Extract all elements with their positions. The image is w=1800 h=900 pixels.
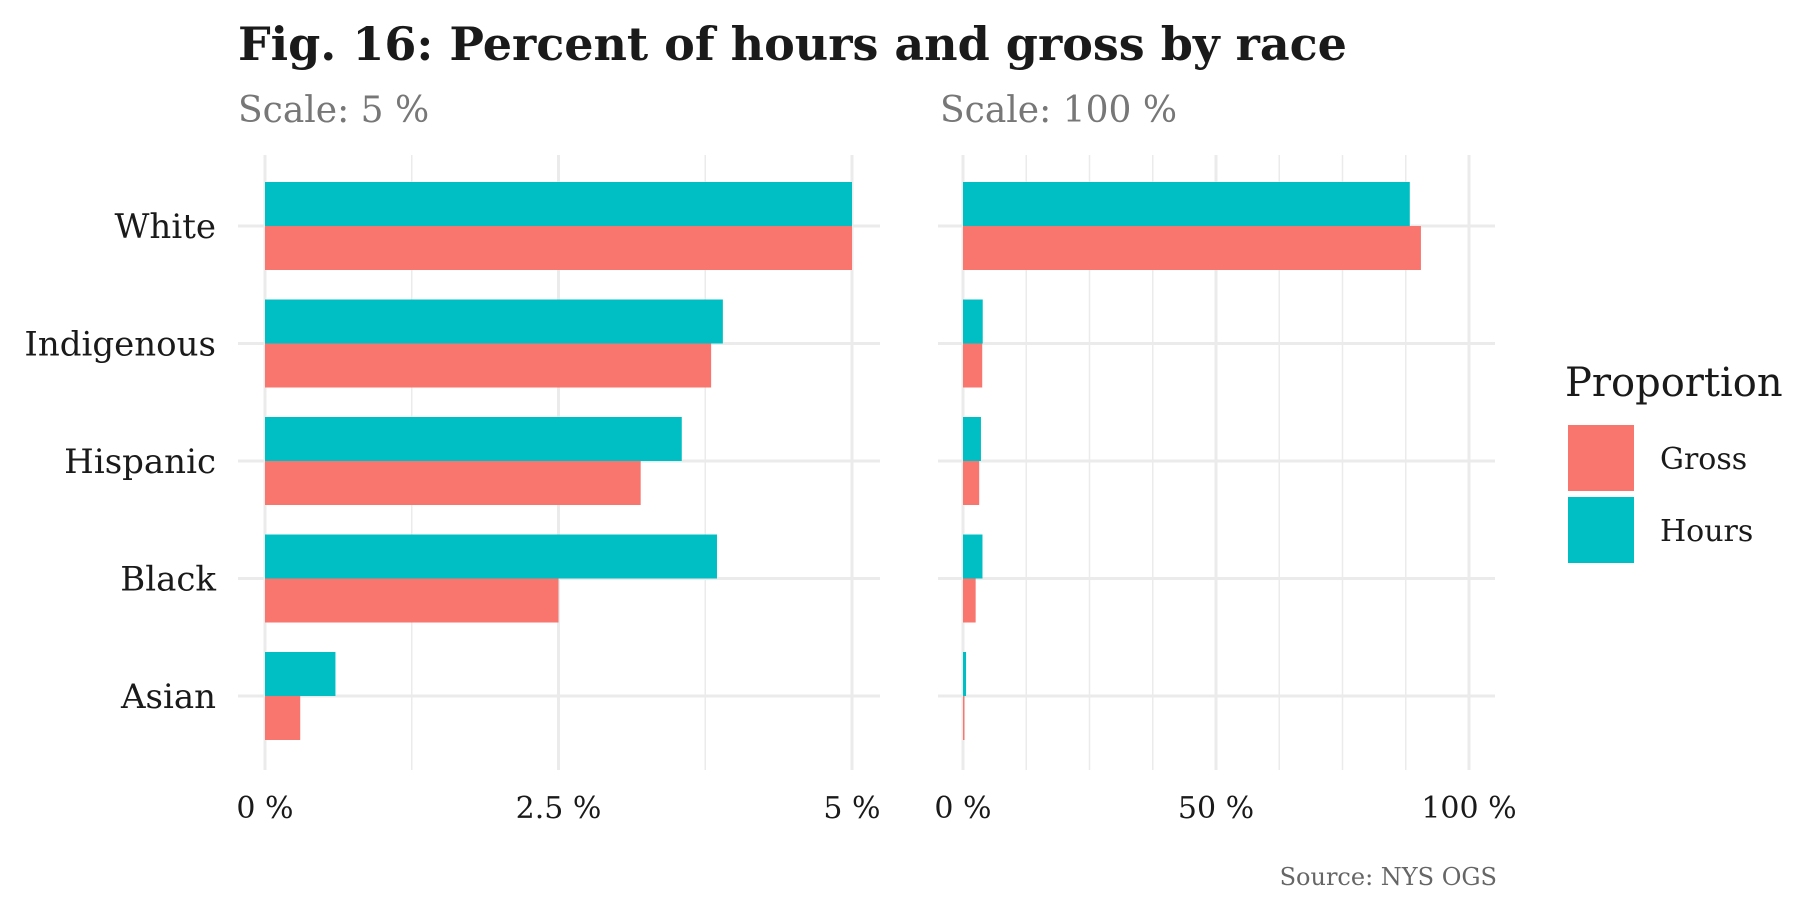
- x-tick-label-1: 50 %: [1178, 791, 1254, 826]
- bar-hours-black: [963, 534, 983, 579]
- panel-right-x-axis: 0 % 50 % 100 %: [934, 791, 1516, 826]
- bar-hours-hispanic: [265, 417, 682, 461]
- legend-label-hours: Hours: [1660, 514, 1753, 549]
- panel-right-bars: [963, 182, 1421, 740]
- legend-label-gross: Gross: [1660, 442, 1747, 477]
- bar-gross-white: [963, 226, 1421, 270]
- bar-gross-indigenous: [265, 343, 712, 388]
- bar-hours-indigenous: [963, 299, 983, 344]
- category-label-asian: Asian: [120, 677, 216, 717]
- category-label-hispanic: Hispanic: [64, 442, 216, 482]
- category-label-indigenous: Indigenous: [24, 325, 216, 365]
- bar-hours-hispanic: [963, 417, 981, 461]
- bar-gross-black: [265, 578, 559, 623]
- chart-title: Fig. 16: Percent of hours and gross by r…: [238, 17, 1347, 71]
- bar-hours-asian: [963, 652, 967, 696]
- bar-gross-indigenous: [963, 343, 983, 388]
- bar-hours-black: [265, 534, 717, 579]
- x-tick-label-2: 100 %: [1421, 791, 1516, 826]
- bar-gross-asian: [265, 696, 301, 740]
- legend-items: Gross Hours: [1568, 425, 1753, 563]
- legend: Proportion Gross Hours: [1565, 360, 1783, 563]
- bar-gross-hispanic: [265, 461, 641, 505]
- category-label-white: White: [114, 207, 216, 247]
- panel-left-x-axis: 0 % 2.5 % 5 %: [236, 791, 880, 826]
- chart-caption: Source: NYS OGS: [1280, 863, 1497, 891]
- panel-right-subtitle: Scale: 100 %: [940, 90, 1177, 131]
- bar-gross-asian: [963, 696, 965, 740]
- x-tick-label-0: 0 %: [934, 791, 991, 826]
- bar-hours-white: [265, 182, 852, 226]
- bar-gross-hispanic: [963, 461, 980, 505]
- bar-gross-white: [265, 226, 852, 270]
- legend-swatch-gross: [1568, 425, 1634, 491]
- legend-title: Proportion: [1565, 360, 1783, 406]
- bar-gross-black: [963, 578, 976, 623]
- bar-hours-indigenous: [265, 299, 723, 344]
- x-tick-label-2: 5 %: [823, 791, 880, 826]
- panel-left-bars: [265, 182, 852, 740]
- bar-hours-white: [963, 182, 1410, 226]
- category-label-black: Black: [120, 560, 216, 600]
- bar-hours-asian: [265, 652, 336, 696]
- x-tick-label-0: 0 %: [236, 791, 293, 826]
- legend-swatch-hours: [1568, 497, 1634, 563]
- panel-left-subtitle: Scale: 5 %: [238, 90, 429, 131]
- y-axis-labels: White Indigenous Hispanic Black Asian: [24, 207, 216, 717]
- panel-right: Scale: 100 % 0 % 50 % 100 %: [934, 90, 1516, 826]
- panel-left: Scale: 5 % 0 % 2.5 % 5 %: [236, 90, 880, 826]
- x-tick-label-1: 2.5 %: [516, 791, 602, 826]
